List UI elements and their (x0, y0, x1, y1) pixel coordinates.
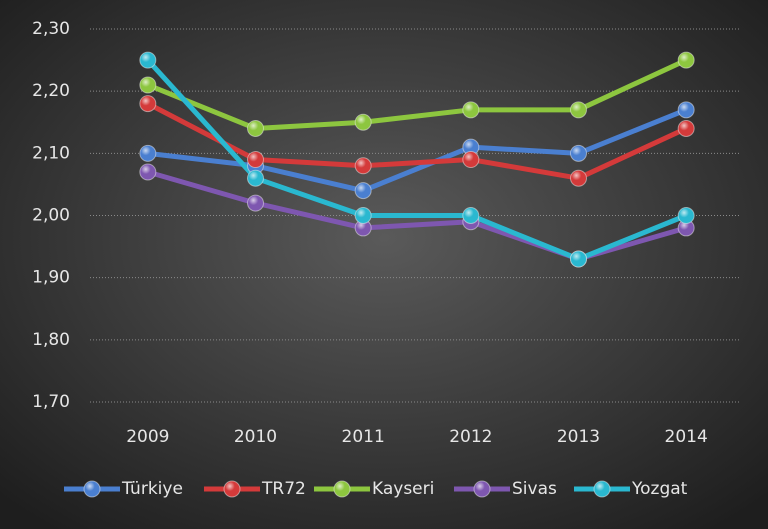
marker-shine (140, 77, 155, 92)
legend-label: Sivas (512, 479, 557, 499)
marker-shine (248, 121, 263, 136)
y-tick-label: 2,20 (32, 81, 70, 101)
x-tick-label: 2009 (126, 427, 169, 447)
marker-shine (140, 96, 155, 111)
marker-shine (463, 102, 478, 117)
marker-shine (679, 102, 694, 117)
marker-shine (679, 53, 694, 68)
marker-shine (475, 482, 489, 496)
marker-shine (679, 220, 694, 235)
y-tick-label: 1,80 (32, 330, 70, 350)
legend-label: Kayseri (372, 479, 434, 499)
y-tick-label: 1,90 (32, 268, 70, 288)
x-tick-label: 2013 (557, 427, 600, 447)
marker-shine (85, 482, 99, 496)
marker-shine (356, 115, 371, 130)
legend-label: Yozgat (631, 479, 688, 499)
marker-shine (225, 482, 239, 496)
marker-shine (248, 152, 263, 167)
marker-shine (463, 140, 478, 155)
marker-shine (571, 252, 586, 267)
marker-shine (679, 121, 694, 136)
series-line (145, 58, 688, 262)
x-tick-label: 2012 (449, 427, 492, 447)
marker-shine (140, 164, 155, 179)
marker-shine (595, 482, 609, 496)
marker-shine (571, 171, 586, 186)
marker-shine (571, 146, 586, 161)
marker-shine (679, 208, 694, 223)
y-tick-label: 1,70 (32, 392, 70, 412)
marker-shine (248, 196, 263, 211)
marker-shine (248, 171, 263, 186)
legend-label: TR72 (261, 479, 306, 499)
series-line (146, 57, 688, 131)
marker-shine (356, 158, 371, 173)
marker-shine (463, 152, 478, 167)
marker-shine (140, 146, 155, 161)
series-line (146, 101, 688, 181)
y-tick-label: 2,30 (32, 19, 70, 39)
series-line (147, 107, 688, 194)
y-tick-label: 2,10 (32, 143, 70, 163)
marker-shine (356, 208, 371, 223)
x-tick-label: 2014 (665, 427, 708, 447)
x-tick-label: 2011 (342, 427, 385, 447)
legend-label: Türkiye (121, 479, 183, 499)
marker-shine (463, 208, 478, 223)
x-tick-label: 2010 (234, 427, 277, 447)
marker-shine (356, 183, 371, 198)
y-tick-label: 2,00 (32, 206, 70, 226)
marker-shine (571, 102, 586, 117)
marker-shine (356, 220, 371, 235)
marker-shine (335, 482, 349, 496)
marker-shine (140, 53, 155, 68)
